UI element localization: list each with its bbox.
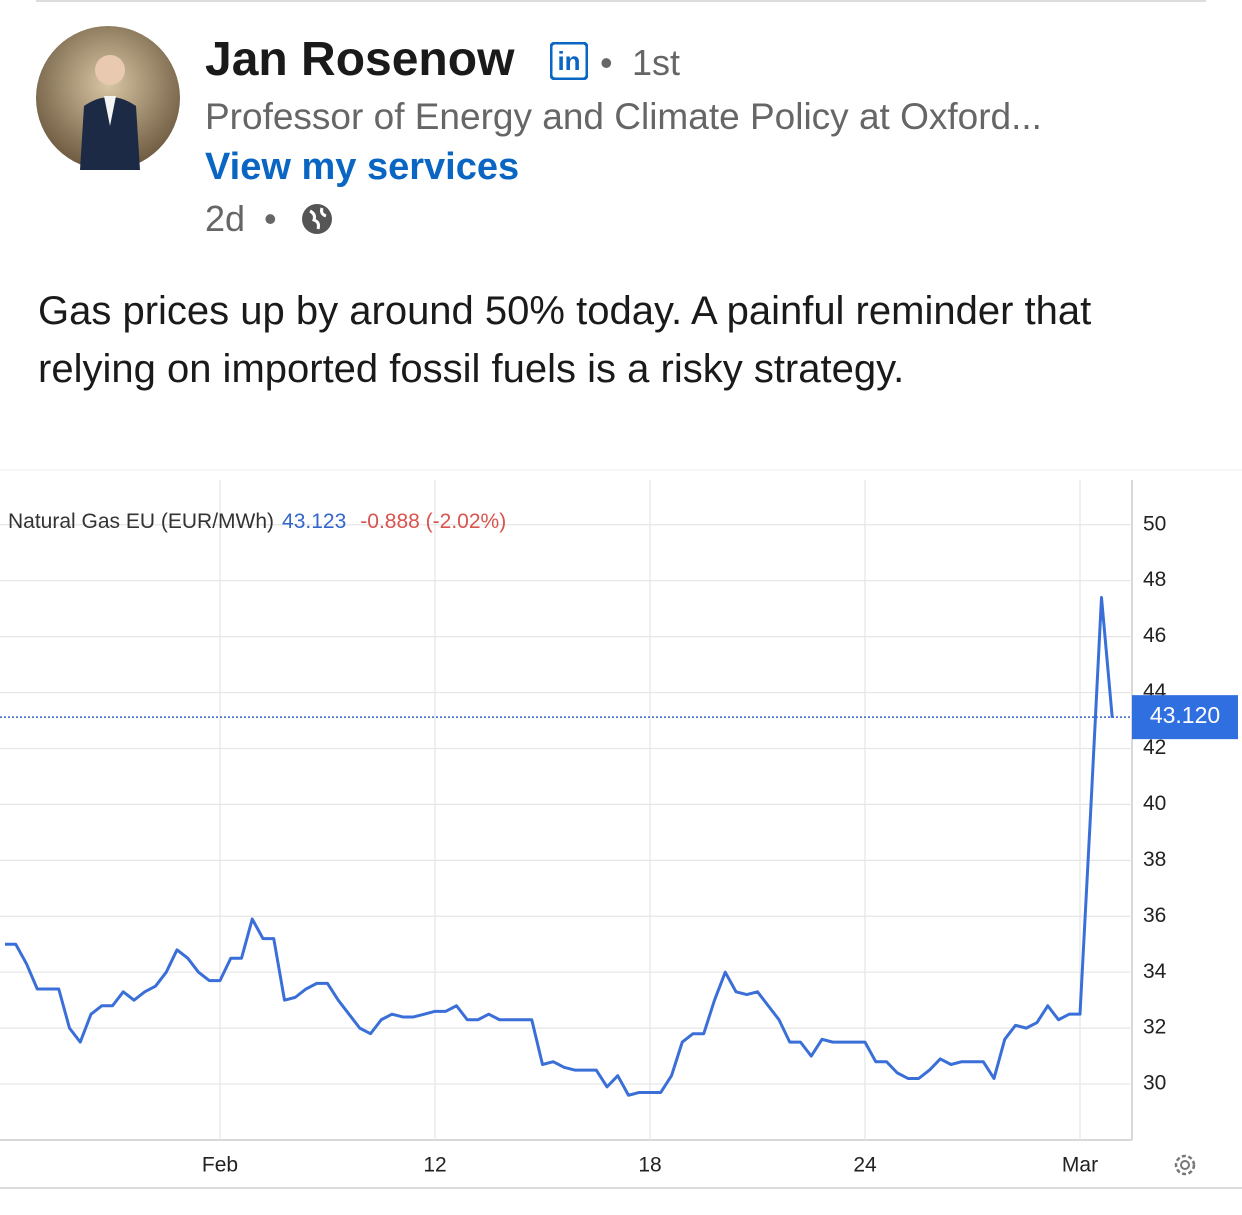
svg-text:in: in xyxy=(557,46,580,76)
y-tick-label: 30 xyxy=(1143,1072,1166,1095)
time-sep: • xyxy=(264,198,277,239)
y-tick-label: 38 xyxy=(1143,848,1166,871)
y-tick-label: 34 xyxy=(1143,960,1167,983)
chart-title: Natural Gas EU (EUR/MWh) xyxy=(8,510,274,533)
y-tick-label: 42 xyxy=(1143,736,1166,759)
x-tick-label: Mar xyxy=(1062,1154,1098,1177)
globe-icon xyxy=(302,204,332,234)
divider xyxy=(36,0,1206,2)
linkedin-badge: in xyxy=(550,42,588,80)
y-tick-label: 40 xyxy=(1143,792,1166,815)
y-tick-label: 36 xyxy=(1143,904,1166,927)
x-tick-label: 24 xyxy=(853,1154,877,1177)
last-price-label: 43.120 xyxy=(1150,702,1220,728)
connection-degree: 1st xyxy=(632,42,681,83)
y-tick-label: 46 xyxy=(1143,624,1166,647)
settings-icon[interactable] xyxy=(1174,1154,1196,1176)
x-tick-label: Feb xyxy=(202,1154,238,1177)
y-tick-label: 50 xyxy=(1143,512,1166,535)
post-time: 2d xyxy=(205,198,246,239)
price-line xyxy=(5,595,1114,1097)
x-tick-label: 12 xyxy=(423,1154,446,1177)
last-price-tag xyxy=(1132,695,1238,740)
y-tick-label: 32 xyxy=(1143,1016,1166,1039)
chart-header: Natural Gas EU (EUR/MWh) 43.123 -0.888 (-2… xyxy=(8,510,506,533)
headline: Professor of Energy and Climate Policy a… xyxy=(205,96,1042,137)
degree-sep: • xyxy=(600,42,613,83)
avatar[interactable] xyxy=(36,26,180,170)
x-tick-label: 18 xyxy=(638,1154,661,1177)
services-link[interactable]: View my services xyxy=(205,146,520,188)
author-name[interactable]: Jan Rosenow xyxy=(205,33,515,86)
post-text: Gas prices up by around 50% today. A pai… xyxy=(38,289,1092,391)
quote: 43.123 xyxy=(282,510,346,533)
y-tick-label: 48 xyxy=(1143,568,1166,591)
change: -0.888 (-2.02%) xyxy=(360,510,506,533)
